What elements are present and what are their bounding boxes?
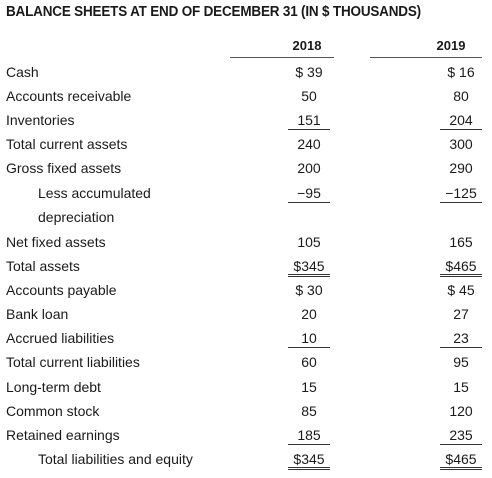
row-label: Accounts payable — [6, 282, 117, 298]
value-2019: $ 45 — [447, 282, 475, 298]
row-total-liabilities-and-equity: Total liabilities and equity $345 $465 — [0, 447, 492, 471]
row-common-stock: Common stock 85 120 — [0, 399, 492, 423]
value-2018: $345 — [288, 258, 330, 277]
row-label: Total assets — [6, 258, 80, 274]
row-label: Bank loan — [6, 306, 69, 322]
header-rule-2019 — [370, 57, 482, 58]
row-accounts-receivable: Accounts receivable 50 80 — [0, 84, 492, 108]
value-2018: $ 39 — [295, 64, 323, 80]
row-label: Total current liabilities — [6, 354, 140, 370]
row-bank-loan: Bank loan 20 27 — [0, 302, 492, 326]
row-long-term-debt: Long-term debt 15 15 — [0, 375, 492, 399]
value-2018: $ 30 — [295, 282, 323, 298]
value-2019: −125 — [440, 185, 482, 203]
value-2019: $ 16 — [447, 64, 475, 80]
row-total-current-assets: Total current assets 240 300 — [0, 132, 492, 156]
column-header-2018: 2018 — [292, 38, 322, 53]
value-2018: 85 — [301, 403, 317, 419]
value-2018: 151 — [288, 112, 330, 130]
value-2019: 15 — [453, 379, 469, 395]
row-label: Gross fixed assets — [6, 160, 122, 176]
row-cash: Cash $ 39 $ 16 — [0, 60, 492, 84]
value-2018: 20 — [301, 306, 317, 322]
value-2018: −95 — [288, 185, 330, 203]
value-2018: 185 — [288, 427, 330, 445]
row-accrued-liabilities: Accrued liabilities 10 23 — [0, 326, 492, 350]
row-label: Common stock — [6, 403, 100, 419]
row-retained-earnings: Retained earnings 185 235 — [0, 423, 492, 447]
row-gross-fixed-assets: Gross fixed assets 200 290 — [0, 156, 492, 180]
row-label: Retained earnings — [6, 427, 120, 443]
row-label: Total liabilities and equity — [38, 451, 193, 467]
value-2018: 240 — [297, 136, 321, 152]
value-2019: $465 — [440, 258, 482, 277]
row-label: Less accumulated — [38, 185, 151, 201]
row-label: Accounts receivable — [6, 88, 132, 104]
row-net-fixed-assets: Net fixed assets 105 165 — [0, 230, 492, 254]
header-rule-2018 — [230, 57, 334, 58]
row-inventories: Inventories 151 204 — [0, 108, 492, 132]
row-label: depreciation — [38, 209, 115, 225]
column-header-2019: 2019 — [436, 38, 466, 53]
row-label: Long-term debt — [6, 379, 101, 395]
row-total-current-liabilities: Total current liabilities 60 95 — [0, 350, 492, 374]
value-2018: 60 — [301, 354, 317, 370]
value-2018: 105 — [297, 234, 321, 250]
value-2018: 15 — [301, 379, 317, 395]
value-2019: 290 — [449, 160, 473, 176]
value-2019: 80 — [453, 88, 469, 104]
value-2019: 300 — [449, 136, 473, 152]
value-2019: 165 — [449, 234, 473, 250]
row-label: Cash — [6, 64, 39, 80]
value-2019: 23 — [440, 330, 482, 348]
page-title: BALANCE SHEETS AT END OF DECEMBER 31 (IN… — [6, 4, 421, 20]
value-2019: 204 — [440, 112, 482, 130]
value-2019: 235 — [440, 427, 482, 445]
row-label: Total current assets — [6, 136, 128, 152]
value-2019: 27 — [453, 306, 469, 322]
value-2019: 120 — [449, 403, 473, 419]
row-label: Inventories — [6, 112, 75, 128]
value-2018: 200 — [297, 160, 321, 176]
row-accounts-payable: Accounts payable $ 30 $ 45 — [0, 278, 492, 302]
row-less-accumulated: Less accumulated −95 −125 — [0, 181, 492, 205]
value-2019: 95 — [453, 354, 469, 370]
row-label: Accrued liabilities — [6, 330, 115, 346]
row-label: Net fixed assets — [6, 234, 106, 250]
value-2018: $345 — [288, 451, 330, 470]
row-depreciation: depreciation — [0, 205, 492, 229]
row-total-assets: Total assets $345 $465 — [0, 254, 492, 278]
value-2018: 10 — [288, 330, 330, 348]
value-2018: 50 — [301, 88, 317, 104]
value-2019: $465 — [440, 451, 482, 470]
